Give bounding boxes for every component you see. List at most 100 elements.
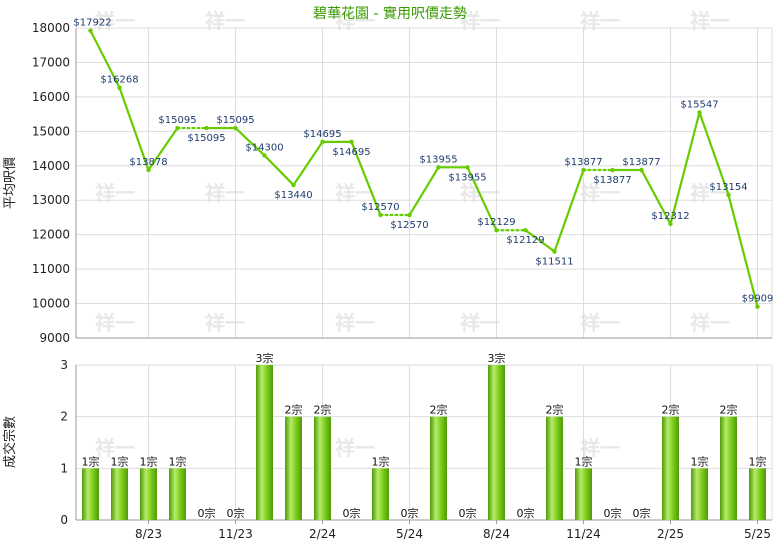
bar-label: 2宗 (430, 403, 448, 417)
point-label: $13154 (709, 182, 747, 193)
bar (430, 416, 447, 520)
point-label: $15095 (216, 115, 254, 126)
bar (314, 416, 331, 520)
x-tick-label: 8/23 (135, 527, 162, 541)
bar (488, 365, 505, 520)
top-y-tick-label: 18000 (32, 21, 70, 35)
watermark-text: 祥一 (205, 311, 245, 335)
line-segment (408, 166, 440, 217)
top-grid (76, 27, 772, 339)
x-tick-label: 5/24 (396, 527, 423, 541)
x-tick-label: 2/25 (657, 527, 684, 541)
x-tick-label: 11/23 (218, 527, 253, 541)
line-point (552, 249, 557, 254)
bar-label: 0宗 (227, 506, 245, 520)
line-point (88, 28, 93, 33)
bar-label: 2宗 (720, 403, 738, 417)
point-label: $17922 (73, 18, 111, 29)
point-label: $13878 (129, 157, 167, 168)
bottom-bar-labels: 1宗 1宗 1宗 1宗 0宗 0宗 3宗 2宗 2宗 0宗 1宗 0宗 2宗 0宗 3宗 0宗 2宗 1宗 0宗 0宗… (82, 351, 767, 520)
bar-label: 0宗 (401, 506, 419, 520)
line-segment (466, 166, 498, 232)
bar (285, 416, 302, 520)
line-segment (147, 126, 179, 172)
bar (546, 416, 563, 520)
bottom-bars (82, 365, 766, 520)
watermark-text: 祥一 (95, 436, 135, 460)
bar-label: 1宗 (749, 454, 767, 468)
line-point (436, 165, 441, 170)
bar-label: 0宗 (459, 506, 477, 520)
line-segment (118, 86, 150, 172)
watermark-text: 祥一 (460, 311, 500, 335)
point-label: $12570 (390, 220, 428, 231)
top-point-labels: $17922 $16268 $13878 $15095 $15095 $15095 $143… (73, 18, 773, 305)
point-label: $12129 (477, 217, 515, 228)
watermark-text: 祥一 (580, 311, 620, 335)
watermark-text: 祥一 (335, 9, 375, 33)
top-y-tick-label: 9000 (39, 331, 70, 345)
line-segment (292, 140, 324, 187)
bar-label: 0宗 (198, 506, 216, 520)
bar-label: 1宗 (82, 454, 100, 468)
watermark-text: 祥一 (335, 436, 375, 460)
bar-label: 0宗 (633, 506, 651, 520)
bar-label: 2宗 (546, 403, 564, 417)
top-y-axis-label: 平均呎價 (3, 157, 18, 209)
top-axes: 9000 10000 11000 12000 13000 14000 15000 16000 1… (32, 21, 773, 345)
bar (82, 468, 99, 520)
point-label: $15095 (187, 133, 225, 144)
x-tick-label: 5/25 (744, 527, 771, 541)
watermark-text: 祥一 (95, 311, 135, 335)
bar (720, 416, 737, 520)
line-point (407, 212, 412, 218)
line-point (726, 192, 731, 198)
bar (111, 468, 128, 520)
point-label: $12570 (361, 202, 399, 213)
watermark-text: 祥一 (690, 181, 730, 205)
point-label: $13955 (448, 172, 486, 183)
point-label: $13877 (622, 157, 660, 168)
watermark-text: 祥一 (460, 9, 500, 33)
bar-label: 3宗 (256, 351, 274, 365)
watermark-text: 祥一 (690, 9, 730, 33)
line-point (378, 212, 383, 218)
line-segment (553, 168, 585, 253)
x-tick-label: 2/24 (309, 527, 336, 541)
bar-label: 0宗 (517, 506, 535, 520)
line-point (175, 125, 180, 131)
line-point (668, 221, 673, 227)
line-point (349, 139, 354, 145)
watermark-text: 祥一 (95, 181, 135, 205)
point-label: $9909 (742, 294, 774, 305)
line-point (610, 167, 615, 173)
line-point (697, 110, 702, 115)
line-segment (350, 140, 382, 217)
point-label: $14300 (245, 142, 283, 153)
line-segment (698, 111, 730, 197)
point-label: $13955 (419, 154, 457, 165)
point-label: $13440 (274, 190, 312, 201)
top-y-tick-label: 11000 (32, 262, 70, 276)
line-point (581, 167, 586, 173)
line-point (291, 182, 296, 188)
point-label: $15547 (680, 99, 718, 110)
top-series (88, 28, 760, 309)
point-label: $11511 (535, 257, 573, 268)
bottom-y-tick-label: 0 (60, 513, 68, 527)
top-y-tick-label: 12000 (32, 228, 70, 242)
bar-label: 2宗 (285, 403, 303, 417)
point-label: $13877 (593, 175, 631, 186)
line-point (639, 167, 644, 173)
bottom-y-tick-label: 2 (60, 410, 68, 424)
watermark-text: 祥一 (580, 181, 620, 205)
line-point (262, 153, 267, 158)
bar (140, 468, 157, 520)
bar (575, 468, 592, 520)
line-point (117, 85, 122, 90)
line-segment (640, 168, 672, 226)
bar (256, 365, 273, 520)
line-segment (727, 193, 759, 308)
